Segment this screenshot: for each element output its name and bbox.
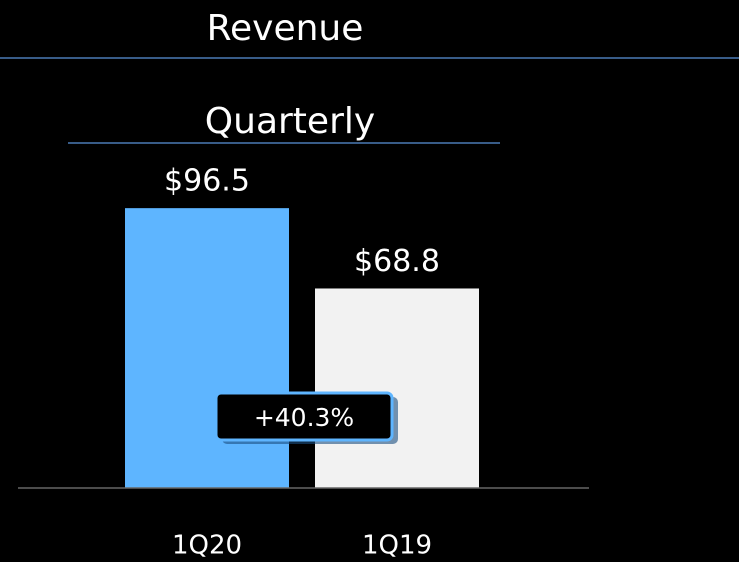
chart-subtitle: Quarterly bbox=[205, 101, 375, 142]
bar bbox=[125, 208, 289, 488]
annotation-box bbox=[214, 391, 394, 442]
value-label: $68.8 bbox=[354, 244, 440, 279]
value-label: $96.5 bbox=[164, 164, 250, 199]
bars: $96.5 $68.8 bbox=[125, 164, 479, 488]
x-tick-label: 1Q19 bbox=[362, 531, 432, 561]
annotation: +40.3% bbox=[254, 403, 354, 432]
x-tick-label: 1Q20 bbox=[172, 531, 242, 561]
chart-title: Revenue bbox=[207, 8, 364, 49]
bar bbox=[315, 288, 479, 488]
